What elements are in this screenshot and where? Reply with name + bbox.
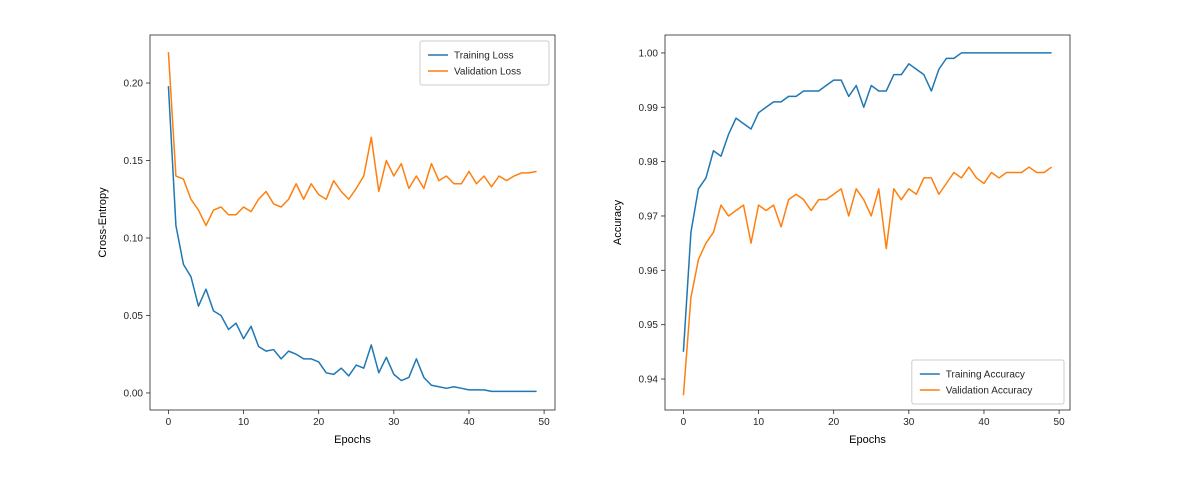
y-tick-label: 0.98	[639, 157, 659, 168]
axes-border	[150, 35, 555, 410]
axes-border	[665, 35, 1070, 410]
x-tick-label: 0	[681, 417, 687, 428]
y-tick-label: 0.05	[124, 311, 144, 322]
y-tick-label: 0.96	[639, 266, 659, 277]
x-tick-label: 30	[903, 417, 915, 428]
y-tick-label: 0.94	[639, 375, 659, 386]
series-line	[683, 53, 1051, 352]
y-axis-label: Cross-Entropy	[97, 187, 109, 258]
y-tick-label: 0.99	[639, 103, 659, 114]
y-tick-label: 0.10	[124, 233, 144, 244]
y-tick-label: 1.00	[639, 48, 659, 59]
x-tick-label: 40	[463, 417, 475, 428]
loss-chart-svg: 0 10 20 30 40 50 0.00 0.05 0.10 0.15 0.20 Epochs Cro…	[90, 23, 567, 458]
legend-box	[912, 360, 1064, 404]
accuracy-subplot: 010203040500.940.950.960.970.980.991.00E…	[665, 35, 1070, 410]
legend: Training Loss Validation Loss	[420, 41, 549, 85]
y-tick-label: 0.15	[124, 156, 144, 167]
x-tick-label: 30	[388, 417, 400, 428]
legend-label: Training Loss	[454, 51, 514, 62]
legend-box	[420, 41, 549, 85]
x-tick-label: 50	[1054, 417, 1066, 428]
loss-subplot: 010203040500.000.050.100.150.20EpochsCro…	[150, 35, 555, 410]
x-tick-label: 40	[978, 417, 990, 428]
accuracy-chart-svg: 0 10 20 30 40 50 0.94 0.95 0.96 0.97 0.98 0.99 1.00 E…	[605, 23, 1082, 458]
y-tick-label: 0.00	[124, 388, 144, 399]
y-tick-label: 0.97	[639, 211, 659, 222]
y-axis-label: Accuracy	[612, 199, 624, 245]
y-tick-label: 0.95	[639, 320, 659, 331]
x-tick-label: 0	[166, 417, 172, 428]
x-axis-label: Epochs	[334, 434, 371, 446]
x-axis-label: Epochs	[849, 434, 886, 446]
y-tick-label: 0.20	[124, 79, 144, 90]
x-tick-label: 20	[313, 417, 325, 428]
x-tick-label: 50	[539, 417, 551, 428]
x-tick-label: 10	[753, 417, 765, 428]
x-tick-label: 20	[828, 417, 840, 428]
x-tick-label: 10	[238, 417, 250, 428]
legend-label: Training Accuracy	[946, 370, 1025, 381]
legend: Training Accuracy Validation Accuracy	[912, 360, 1064, 404]
legend-label: Validation Accuracy	[946, 386, 1033, 397]
legend-label: Validation Loss	[454, 67, 521, 78]
figure: 0 10 20 30 40 50 0.00 0.05 0.10 0.15 0.20 Epochs Cro…	[0, 0, 1200, 500]
series-line	[168, 86, 536, 391]
